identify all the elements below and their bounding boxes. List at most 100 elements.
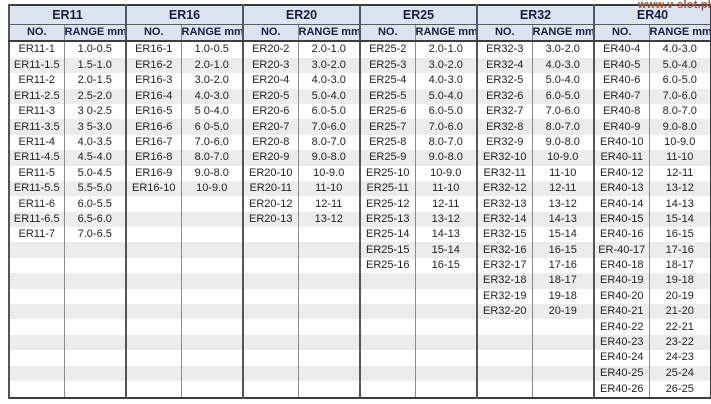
- empty-cell: [125, 304, 181, 320]
- range-cell: 26-25: [648, 381, 711, 398]
- no-cell: ER40-20: [593, 288, 649, 305]
- range-cell: 2.5-2.0: [63, 88, 126, 104]
- col-header-no-er25: NO.: [359, 24, 415, 42]
- col-header-range-er25: RANGE mm: [414, 24, 477, 42]
- no-cell: ER11-6: [8, 196, 64, 212]
- empty-cell: [63, 334, 126, 351]
- col-header-no-er11: NO.: [8, 24, 64, 42]
- empty-cell: [414, 288, 477, 305]
- no-cell: ER40-11: [593, 150, 649, 166]
- empty-cell: [180, 288, 243, 305]
- no-cell: ER40-8: [593, 103, 649, 120]
- range-cell: 16-15: [648, 227, 711, 243]
- range-cell: 6.5-6.0: [63, 211, 126, 228]
- no-cell: ER40-5: [593, 57, 649, 74]
- no-cell: ER20-13: [242, 211, 298, 228]
- no-cell: ER11-3: [8, 103, 64, 120]
- range-cell: 2.0-1.5: [63, 73, 126, 89]
- no-cell: ER32-12: [476, 180, 532, 197]
- empty-cell: [242, 273, 298, 289]
- no-cell: ER40-13: [593, 180, 649, 197]
- range-cell: 16-15: [414, 257, 477, 274]
- empty-cell: [8, 381, 64, 398]
- no-cell: ER40-23: [593, 334, 649, 351]
- no-cell: ER11-4.5: [8, 150, 64, 166]
- no-cell: ER25-14: [359, 227, 415, 243]
- no-cell: ER20-3: [242, 57, 298, 74]
- empty-cell: [63, 273, 126, 289]
- range-cell: 16-15: [531, 242, 594, 258]
- empty-cell: [180, 381, 243, 398]
- no-cell: ER25-9: [359, 150, 415, 166]
- range-cell: 4.0-3.0: [414, 73, 477, 89]
- range-cell: 11-10: [414, 180, 477, 197]
- no-cell: ER32-15: [476, 227, 532, 243]
- range-cell: 24-23: [648, 350, 711, 366]
- no-cell: ER32-7: [476, 103, 532, 120]
- no-cell: ER20-11: [242, 180, 298, 197]
- empty-cell: [297, 273, 360, 289]
- range-cell: 13-12: [297, 211, 360, 228]
- no-cell: ER32-18: [476, 273, 532, 289]
- no-cell: ER25-16: [359, 257, 415, 274]
- table-row: ER11-2.5 2.5-2.0 ER16-4 4.0-3.0 ER20-5 5.0-4.…: [8, 88, 711, 104]
- col-header-range-er32: RANGE mm: [531, 24, 594, 42]
- no-cell: ER11-2.5: [8, 88, 64, 104]
- empty-cell: [125, 227, 181, 243]
- range-cell: 7.0-6.0: [180, 134, 243, 151]
- col-header-range-er40: RANGE mm: [648, 24, 711, 42]
- table-row: ER40-23 23-22: [8, 334, 711, 351]
- empty-cell: [8, 319, 64, 335]
- no-cell: ER40-24: [593, 350, 649, 366]
- empty-cell: [8, 365, 64, 381]
- table-row: ER11-1.5 1.5-1.0 ER16-2 2.0-1.0 ER20-3 3.0-2.…: [8, 57, 711, 74]
- no-cell: ER20-2: [242, 41, 298, 58]
- no-cell: ER32-5: [476, 73, 532, 89]
- no-cell: ER32-13: [476, 196, 532, 212]
- no-cell: ER40-18: [593, 257, 649, 274]
- range-cell: 11-10: [531, 165, 594, 181]
- empty-cell: [359, 381, 415, 398]
- empty-cell: [180, 304, 243, 320]
- range-cell: 19-18: [531, 288, 594, 305]
- table-column-header-row: NO. RANGE mm NO. RANGE mm NO. RANGE mm NO. RANG…: [8, 24, 711, 42]
- no-cell: ER25-2: [359, 41, 415, 58]
- no-cell: ER11-4: [8, 134, 64, 151]
- no-cell: ER20-8: [242, 134, 298, 151]
- range-cell: 5.5-5.0: [63, 180, 126, 197]
- empty-cell: [297, 319, 360, 335]
- no-cell: ER32-4: [476, 57, 532, 74]
- range-cell: 19-18: [648, 273, 711, 289]
- range-cell: 3 0-2.5: [63, 103, 126, 120]
- range-cell: 2.0-1.0: [297, 41, 360, 58]
- no-cell: ER-40-17: [593, 242, 649, 258]
- group-header-er40: ER40: [593, 5, 711, 25]
- range-cell: 9.0-8.0: [531, 134, 594, 151]
- group-header-er16: ER16: [125, 5, 243, 25]
- empty-cell: [180, 211, 243, 228]
- table-row: ER40-24 24-23: [8, 350, 711, 366]
- no-cell: ER11-5: [8, 165, 64, 181]
- empty-cell: [180, 334, 243, 351]
- range-cell: 15-14: [648, 211, 711, 228]
- no-cell: ER20-9: [242, 150, 298, 166]
- empty-cell: [242, 350, 298, 366]
- empty-cell: [8, 350, 64, 366]
- no-cell: ER32-3: [476, 41, 532, 58]
- watermark-vslot: www.v-slot.pl: [637, 0, 711, 11]
- empty-cell: [297, 304, 360, 320]
- empty-cell: [414, 304, 477, 320]
- empty-cell: [531, 350, 594, 366]
- no-cell: ER16-8: [125, 150, 181, 166]
- no-cell: ER32-9: [476, 134, 532, 151]
- no-cell: ER32-14: [476, 211, 532, 228]
- range-cell: 9.0-8.0: [414, 150, 477, 166]
- range-cell: 8.0-7.0: [414, 134, 477, 151]
- table-row: ER11-1 1.0-0.5 ER16-1 1.0-0.5 ER20-2 2.0-1.0 E…: [8, 41, 711, 58]
- range-cell: 7.0-6.0: [531, 103, 594, 120]
- empty-cell: [476, 319, 532, 335]
- no-cell: ER40-14: [593, 196, 649, 212]
- empty-cell: [63, 319, 126, 335]
- no-cell: ER32-16: [476, 242, 532, 258]
- range-cell: 6.0-5.5: [63, 196, 126, 212]
